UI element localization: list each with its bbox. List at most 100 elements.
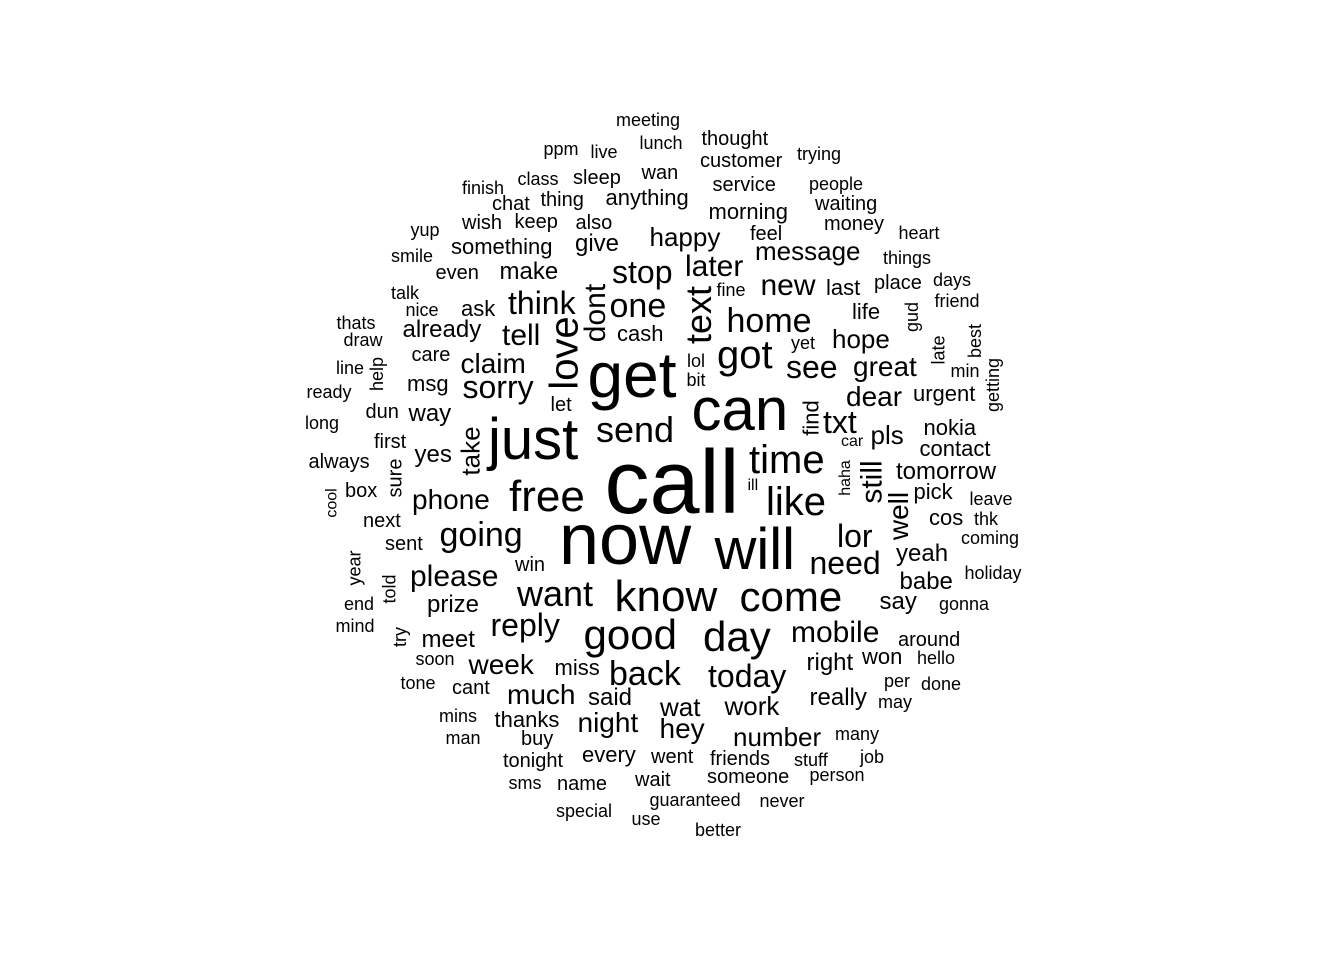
cloud-word-help: help: [367, 356, 388, 392]
cloud-word-lol: lol: [687, 351, 706, 371]
cloud-word-make: make: [499, 258, 559, 285]
cloud-word-claim: claim: [460, 348, 526, 379]
cloud-word-life: life: [852, 299, 881, 324]
cloud-word-feel: feel: [750, 223, 783, 245]
cloud-word-money: money: [824, 213, 885, 235]
cloud-word-much: much: [507, 679, 576, 710]
cloud-word-gonna: gonna: [939, 594, 990, 614]
cloud-word-reply: reply: [490, 607, 560, 643]
cloud-word-said: said: [588, 684, 633, 711]
cloud-word-soon: soon: [415, 649, 455, 669]
cloud-word-tell: tell: [502, 319, 541, 352]
cloud-word-finish: finish: [462, 178, 505, 198]
cloud-word-many: many: [835, 724, 880, 744]
cloud-word-miss: miss: [554, 655, 600, 680]
cloud-word-text: text: [678, 285, 720, 345]
cloud-word-trying: trying: [797, 144, 842, 164]
cloud-word-lunch: lunch: [639, 133, 683, 153]
cloud-word-customer: customer: [700, 150, 783, 172]
cloud-word-back: back: [609, 655, 681, 693]
cloud-word-now: now: [559, 500, 692, 580]
cloud-word-best: best: [965, 323, 986, 359]
cloud-word-say: say: [879, 588, 917, 615]
cloud-word-use: use: [631, 809, 661, 829]
cloud-word-really: really: [809, 684, 867, 711]
cloud-word-waiting: waiting: [815, 193, 878, 215]
cloud-word-well: well: [883, 491, 915, 541]
cloud-word-guaranteed: guaranteed: [649, 790, 741, 810]
cloud-word-stuff: stuff: [794, 750, 828, 770]
cloud-word-friend: friend: [934, 291, 980, 311]
cloud-word-went: went: [651, 746, 694, 768]
cloud-word-name: name: [557, 773, 608, 795]
cloud-word-yet: yet: [791, 333, 816, 353]
cloud-word-long: long: [305, 413, 340, 433]
cloud-word-hello: hello: [917, 648, 956, 668]
cloud-word-class: class: [517, 169, 559, 189]
cloud-word-one: one: [609, 287, 667, 325]
cloud-word-pick: pick: [913, 479, 953, 504]
cloud-word-hey: hey: [659, 713, 705, 744]
cloud-word-holiday: holiday: [964, 563, 1022, 583]
cloud-word-something: something: [451, 234, 553, 259]
cloud-word-care: care: [411, 344, 451, 366]
cloud-word-new: new: [760, 269, 816, 302]
cloud-word-won: won: [862, 644, 903, 669]
cloud-word-anything: anything: [605, 185, 689, 210]
cloud-word-want: want: [517, 573, 594, 614]
cloud-word-around: around: [898, 629, 961, 651]
cloud-word-urgent: urgent: [913, 381, 976, 406]
cloud-word-friends: friends: [710, 748, 771, 770]
cloud-word-done: done: [921, 674, 962, 694]
cloud-word-per: per: [884, 671, 911, 691]
cloud-word-happy: happy: [649, 222, 721, 252]
cloud-word-sleep: sleep: [573, 167, 621, 189]
cloud-word-sent: sent: [385, 533, 423, 555]
cloud-word-will: will: [714, 517, 796, 582]
cloud-word-thats: thats: [336, 313, 376, 333]
cloud-word-days: days: [933, 270, 972, 290]
cloud-word-day: day: [703, 613, 771, 660]
cloud-word-someone: someone: [707, 766, 790, 788]
cloud-word-home: home: [726, 302, 812, 340]
cloud-word-thk: thk: [974, 509, 999, 529]
cloud-word-thought: thought: [701, 128, 769, 150]
cloud-word-free: free: [509, 472, 585, 521]
cloud-word-sms: sms: [508, 773, 542, 793]
cloud-word-tonight: tonight: [503, 750, 564, 772]
cloud-word-things: things: [883, 248, 932, 268]
cloud-word-take: take: [455, 426, 486, 476]
cloud-word-meet: meet: [421, 626, 475, 653]
cloud-word-cos: cos: [929, 505, 964, 530]
cloud-word-going: going: [439, 516, 523, 554]
cloud-word-wan: wan: [641, 162, 679, 184]
cloud-word-message: message: [755, 236, 861, 266]
cloud-word-thanks: thanks: [494, 707, 560, 732]
cloud-word-also: also: [575, 212, 613, 234]
cloud-word-lor: lor: [837, 518, 873, 554]
cloud-word-can: can: [691, 376, 789, 443]
cloud-word-tone: tone: [400, 673, 436, 693]
cloud-word-know: know: [614, 572, 718, 621]
cloud-word-txt: txt: [823, 404, 857, 440]
cloud-word-yeah: yeah: [896, 540, 949, 567]
cloud-word-year: year: [344, 550, 365, 586]
cloud-word-number: number: [733, 722, 822, 752]
cloud-word-tomorrow: tomorrow: [896, 458, 997, 485]
cloud-word-gud: gud: [902, 301, 923, 333]
cloud-word-told: told: [379, 574, 400, 604]
cloud-word-yup: yup: [410, 220, 440, 240]
cloud-word-think: think: [508, 285, 576, 321]
cloud-word-may: may: [878, 692, 913, 712]
cloud-word-buy: buy: [521, 728, 554, 750]
cloud-word-chat: chat: [492, 193, 530, 215]
cloud-word-nice: nice: [405, 300, 439, 320]
cloud-word-late: late: [928, 335, 949, 365]
cloud-word-talk: talk: [391, 283, 420, 303]
cloud-word-win: win: [515, 554, 546, 576]
cloud-word-got: got: [717, 333, 773, 377]
cloud-word-always: always: [308, 451, 370, 473]
cloud-word-already: already: [402, 316, 482, 343]
cloud-word-good: good: [583, 611, 677, 658]
cloud-word-need: need: [809, 545, 881, 581]
